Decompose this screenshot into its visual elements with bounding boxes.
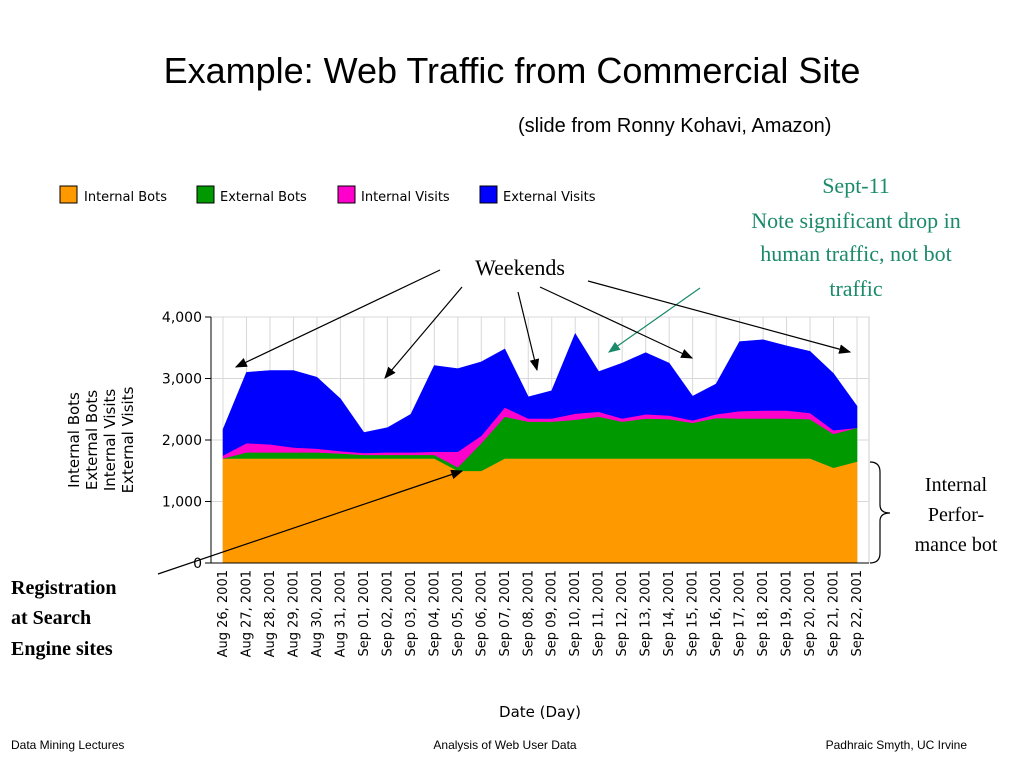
x-tick-label: Sep 07, 2001 (498, 570, 513, 657)
y-axis-label-line-3: Internal Visits (101, 389, 119, 492)
legend-label-internal-bots: Internal Bots (84, 190, 167, 205)
internal-perf-brace (869, 461, 891, 564)
x-tick-label: Sep 14, 2001 (662, 570, 677, 657)
x-tick-label: Sep 13, 2001 (639, 570, 654, 657)
x-tick-label: Aug 30, 2001 (310, 570, 325, 657)
y-tick-label: 3,000 (162, 372, 202, 388)
y-axis-label: Internal Bots External Bots Internal Vis… (65, 386, 137, 493)
registration-annotation: Registration at Search Engine sites (11, 469, 464, 660)
sept11-arrow (608, 287, 701, 353)
x-tick-label: Sep 21, 2001 (827, 570, 842, 657)
internal-perf-line-3: mance bot (915, 534, 998, 556)
y-tick-label: 0 (193, 556, 202, 572)
x-tick-label: Aug 31, 2001 (333, 570, 348, 657)
internal-perf-annotation: Internal Perfor- mance bot (869, 461, 998, 564)
x-tick-label: Sep 16, 2001 (709, 570, 724, 657)
legend-swatch-internal-visits (337, 185, 356, 204)
x-tick-label: Sep 19, 2001 (780, 570, 795, 657)
slide-subtitle: (slide from Ronny Kohavi, Amazon) (518, 115, 832, 137)
slide-title: Example: Web Traffic from Commercial Sit… (163, 50, 861, 91)
legend-swatch-external-bots (196, 185, 215, 204)
x-tick-label: Aug 29, 2001 (286, 570, 301, 657)
area-internal-bots (222, 458, 858, 564)
sept11-title: Sept-11 (822, 173, 890, 198)
y-tick-labels: 0 1,000 2,000 3,000 4,000 (162, 310, 211, 572)
x-tick-label: Sep 04, 2001 (427, 570, 442, 657)
sept11-line-2: human traffic, not bot (760, 241, 951, 266)
registration-line-3: Engine sites (11, 638, 113, 660)
legend-swatch-internal-bots (59, 185, 78, 204)
legend-label-external-visits: External Visits (503, 190, 596, 205)
x-tick-label: Sep 12, 2001 (615, 570, 630, 657)
x-tick-label: Aug 27, 2001 (240, 570, 255, 657)
footer-right: Padhraic Smyth, UC Irvine (825, 738, 967, 752)
area-external-visits (222, 332, 858, 456)
x-tick-label: Sep 11, 2001 (592, 570, 607, 657)
y-tick-label: 4,000 (162, 310, 202, 326)
registration-line-1: Registration (11, 577, 117, 599)
x-tick-label: Sep 02, 2001 (380, 570, 395, 657)
weekends-arrow-4 (539, 286, 694, 359)
weekends-arrow-3 (517, 291, 540, 372)
x-axis-label: Date (Day) (499, 703, 581, 721)
x-tick-label: Sep 08, 2001 (521, 570, 536, 657)
legend-swatch-external-visits (479, 185, 498, 204)
x-tick-label: Sep 17, 2001 (733, 570, 748, 657)
x-tick-label: Sep 05, 2001 (451, 570, 466, 657)
chart-areas (222, 332, 858, 564)
x-tick-label: Sep 22, 2001 (850, 570, 865, 657)
weekends-arrow-2 (384, 286, 463, 379)
weekends-arrow-1 (234, 269, 441, 368)
footer-center: Analysis of Web User Data (433, 738, 577, 752)
x-tick-label: Sep 01, 2001 (357, 570, 372, 657)
registration-arrow (157, 469, 464, 575)
y-tick-label: 2,000 (162, 433, 202, 449)
x-tick-label: Sep 20, 2001 (803, 570, 818, 657)
weekends-label: Weekends (475, 255, 565, 280)
legend-label-external-bots: External Bots (220, 190, 307, 205)
weekends-annotation: Weekends (234, 255, 852, 379)
x-tick-label: Sep 15, 2001 (686, 570, 701, 657)
y-tick-label: 1,000 (162, 495, 202, 511)
x-tick-label: Aug 26, 2001 (216, 570, 231, 657)
x-tick-labels: Aug 26, 2001 Aug 27, 2001 Aug 28, 2001 Aug … (216, 570, 865, 657)
y-axis-label-line-4: External Visits (119, 386, 137, 493)
x-tick-label: Sep 09, 2001 (545, 570, 560, 657)
y-axis-label-line-1: Internal Bots (65, 392, 83, 488)
x-tick-label: Sep 06, 2001 (474, 570, 489, 657)
sept11-annotation: Sept-11 Note significant drop in human t… (608, 173, 961, 353)
y-axis-label-line-2: External Bots (83, 390, 101, 490)
legend-label-internal-visits: Internal Visits (361, 190, 450, 205)
sept11-line-1: Note significant drop in (751, 208, 961, 233)
footer-left: Data Mining Lectures (11, 738, 125, 752)
x-tick-label: Sep 18, 2001 (756, 570, 771, 657)
internal-perf-line-2: Perfor- (928, 504, 984, 526)
chart-legend: Internal Bots External Bots Internal Vis… (59, 185, 596, 205)
sept11-line-3: traffic (829, 276, 883, 301)
registration-line-2: at Search (11, 607, 91, 629)
x-tick-label: Sep 03, 2001 (404, 570, 419, 657)
weekends-arrow-5 (587, 280, 852, 354)
x-tick-label: Sep 10, 2001 (568, 570, 583, 657)
x-tick-label: Aug 28, 2001 (263, 570, 278, 657)
internal-perf-line-1: Internal (925, 474, 988, 496)
